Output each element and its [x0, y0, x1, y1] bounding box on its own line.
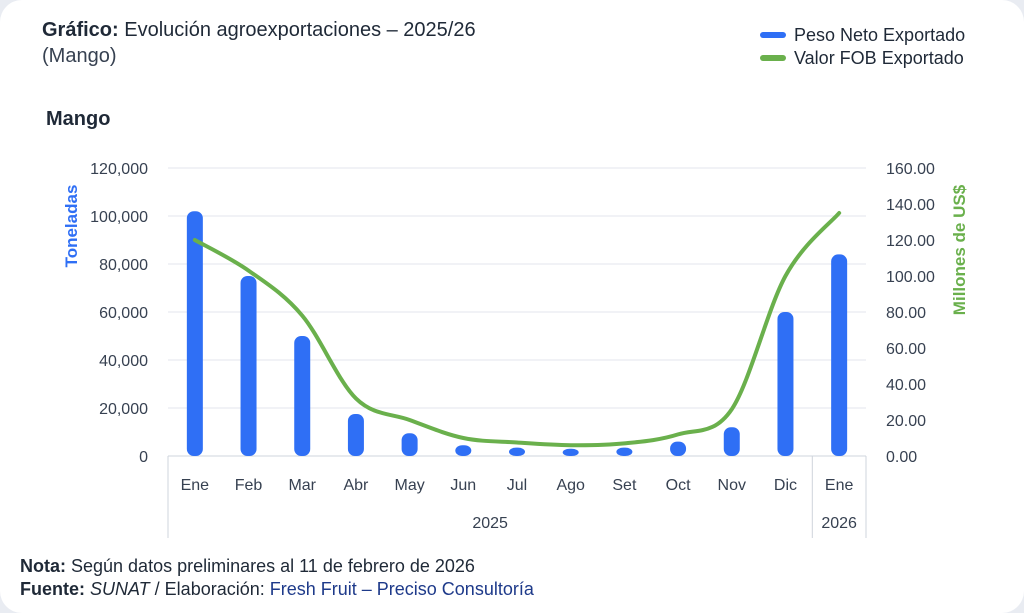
- y-right-tick-label: 20.00: [886, 413, 926, 430]
- bar-mar-2: [294, 336, 311, 456]
- chart-title: Gráfico: Evolución agroexportaciones – 2…: [42, 19, 476, 41]
- y-right-tick-label: 120.00: [886, 233, 935, 250]
- y-right-tick-label: 160.00: [886, 161, 935, 178]
- footnote: Nota: Según datos preliminares al 11 de …: [20, 556, 475, 576]
- y-right-tick-label: 80.00: [886, 305, 926, 322]
- bar-set-8: [616, 447, 633, 456]
- legend-label-valor-fob: Valor FOB Exportado: [794, 47, 964, 68]
- y-left-tick-label: 60,000: [99, 305, 148, 322]
- bar-abr-3: [347, 414, 364, 456]
- legend-item-valor-fob: Valor FOB Exportado: [760, 47, 964, 69]
- x-tick-label: Set: [612, 477, 637, 494]
- year-group-label: 2026: [821, 515, 857, 532]
- bar-ene-12: [831, 254, 848, 456]
- legend-label-peso-neto: Peso Neto Exportado: [794, 24, 966, 45]
- legend-item-peso-neto: Peso Neto Exportado: [760, 24, 965, 46]
- y-left-tick-label: 0: [139, 449, 148, 466]
- bar-ago-7: [562, 448, 579, 456]
- y-left-tick-label: 120,000: [90, 161, 148, 178]
- source-line: Fuente: SUNAT / Elaboración: Fresh Fruit…: [20, 579, 534, 599]
- y-left-tick-label: 100,000: [90, 209, 148, 226]
- x-tick-label: Jun: [450, 477, 476, 494]
- bar-may-4: [401, 433, 418, 456]
- y-right-tick-label: 140.00: [886, 197, 935, 214]
- year-group-label: 2025: [472, 515, 508, 532]
- legend-swatch-bar: [760, 32, 786, 38]
- x-tick-label: Nov: [718, 477, 746, 494]
- chart-subtitle: (Mango): [42, 45, 117, 67]
- bar-jun-5: [455, 445, 472, 456]
- y-right-tick-label: 60.00: [886, 341, 926, 358]
- y-right-tick-label: 0.00: [886, 449, 917, 466]
- y-left-tick-label: 40,000: [99, 353, 148, 370]
- x-tick-label: Ene: [181, 477, 210, 494]
- bar-feb-1: [240, 276, 257, 456]
- x-tick-label: Dic: [774, 477, 797, 494]
- series-line-valor-fob: [192, 211, 842, 448]
- x-tick-label: Jul: [507, 477, 527, 494]
- x-tick-label: Abr: [343, 477, 369, 494]
- y-left-tick-label: 80,000: [99, 257, 148, 274]
- bar-oct-9: [670, 441, 687, 456]
- y-left-tick-label: 20,000: [99, 401, 148, 418]
- x-tick-label: May: [394, 477, 424, 494]
- bar-jul-6: [509, 447, 525, 456]
- bar-nov-10: [723, 427, 740, 456]
- bar-ene-0: [186, 211, 203, 456]
- bar-dic-11: [777, 312, 794, 456]
- legend-swatch-line: [760, 55, 786, 61]
- chart-heading: Mango: [46, 108, 111, 130]
- y-right-tick-label: 100.00: [886, 269, 935, 286]
- y-right-tick-label: 40.00: [886, 377, 926, 394]
- x-tick-label: Mar: [288, 477, 316, 494]
- x-tick-label: Oct: [666, 477, 691, 494]
- x-tick-label: Ene: [825, 477, 854, 494]
- x-tick-label: Feb: [235, 477, 263, 494]
- x-tick-label: Ago: [556, 477, 585, 494]
- source-credit: Fresh Fruit – Preciso Consultoría: [269, 579, 534, 599]
